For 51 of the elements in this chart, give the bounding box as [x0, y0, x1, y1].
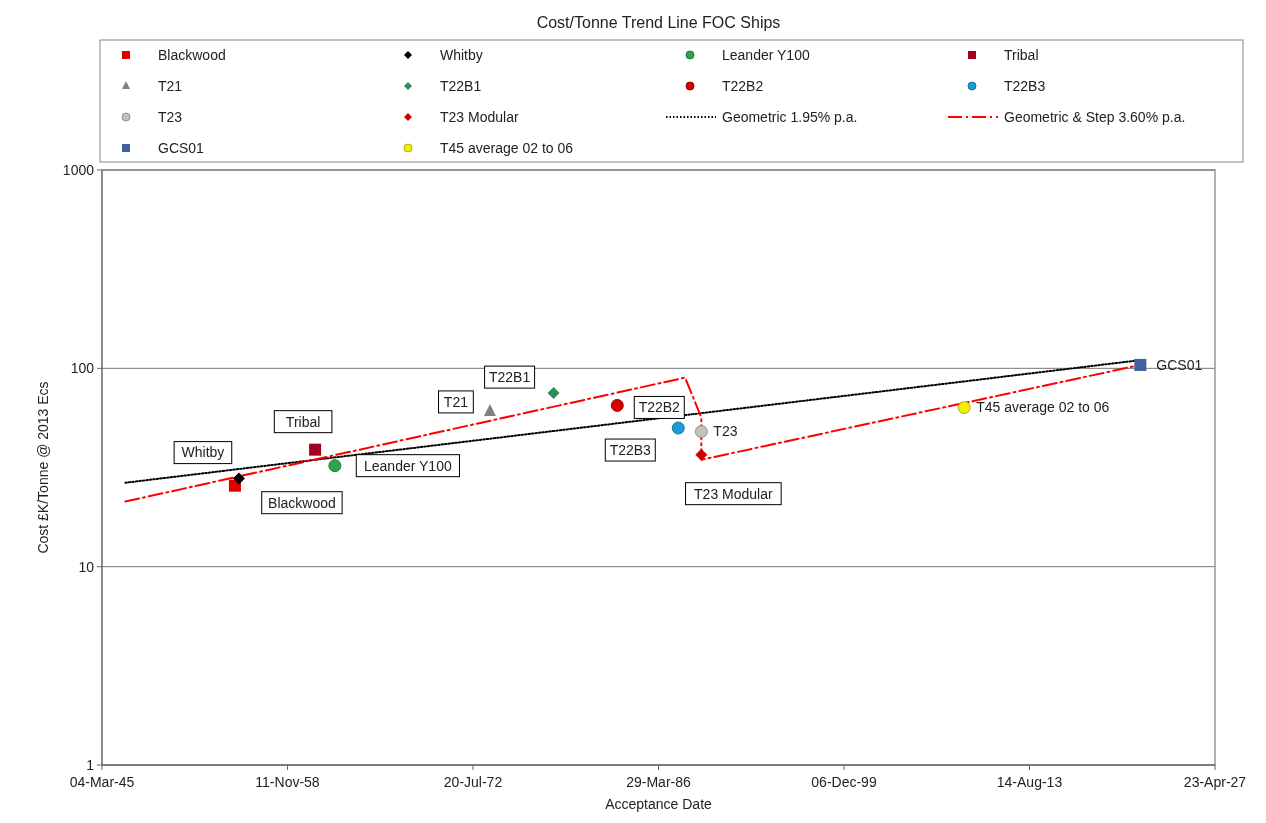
point — [610, 398, 624, 412]
x-axis-title: Acceptance Date — [605, 796, 713, 812]
point — [1134, 358, 1147, 371]
x-tick-label: 11-Nov-58 — [255, 774, 320, 790]
legend-label: T22B1 — [440, 77, 482, 94]
y-tick-label: 1 — [86, 756, 95, 773]
point — [671, 421, 685, 435]
text: T23 — [713, 423, 738, 440]
point — [232, 472, 245, 485]
legend-label: T21 — [158, 77, 183, 94]
text: T45 average 02 to 06 — [976, 399, 1110, 416]
point — [328, 459, 342, 473]
text: Leander Y100 — [364, 457, 452, 474]
point — [695, 448, 708, 461]
text: T23 Modular — [694, 485, 773, 502]
legend-label: Tribal — [1004, 46, 1039, 63]
text: T22B1 — [488, 369, 531, 386]
chart-title: Cost/Tonne Trend Line FOC Ships — [536, 14, 781, 31]
x-tick-label: 23-Apr-27 — [1183, 774, 1247, 790]
legend-label: T45 average 02 to 06 — [440, 139, 574, 156]
x-tick-label: 20-Jul-72 — [443, 774, 503, 790]
point — [957, 401, 971, 415]
point — [483, 403, 496, 416]
legend-label: Whitby — [440, 46, 483, 63]
x-tick-label: 14-Aug-13 — [996, 774, 1063, 790]
y-axis-title: Cost £K/Tonne @ 2013 Ecs — [35, 381, 51, 554]
text: T22B3 — [609, 441, 651, 458]
y-tick-label: 1000 — [62, 161, 95, 178]
legend-label: Blackwood — [158, 46, 226, 63]
x-tick-label: 29-Mar-86 — [626, 774, 691, 790]
y-tick-label: 100 — [70, 360, 95, 377]
legend-label: Geometric & Step 3.60% p.a. — [1004, 108, 1186, 125]
x-tick-label: 04-Mar-45 — [69, 774, 135, 790]
text: Tribal — [285, 413, 321, 430]
point — [547, 387, 560, 400]
text: Blackwood — [268, 494, 336, 511]
point — [694, 425, 708, 439]
text: Whitby — [181, 444, 225, 461]
legend-label: T23 Modular — [440, 108, 519, 125]
legend-label: T23 — [158, 108, 183, 125]
text: GCS01 — [1156, 356, 1203, 373]
text: T22B2 — [638, 399, 680, 416]
y-tick-label: 10 — [78, 558, 95, 575]
text: T21 — [443, 393, 468, 410]
point — [309, 443, 322, 456]
legend-label: GCS01 — [158, 139, 205, 156]
legend-label: T22B2 — [722, 77, 764, 94]
x-tick-label: 06-Dec-99 — [811, 774, 877, 790]
legend-label: Geometric 1.95% p.a. — [722, 108, 858, 125]
legend-label: T22B3 — [1004, 77, 1046, 94]
legend-label: Leander Y100 — [722, 46, 810, 63]
